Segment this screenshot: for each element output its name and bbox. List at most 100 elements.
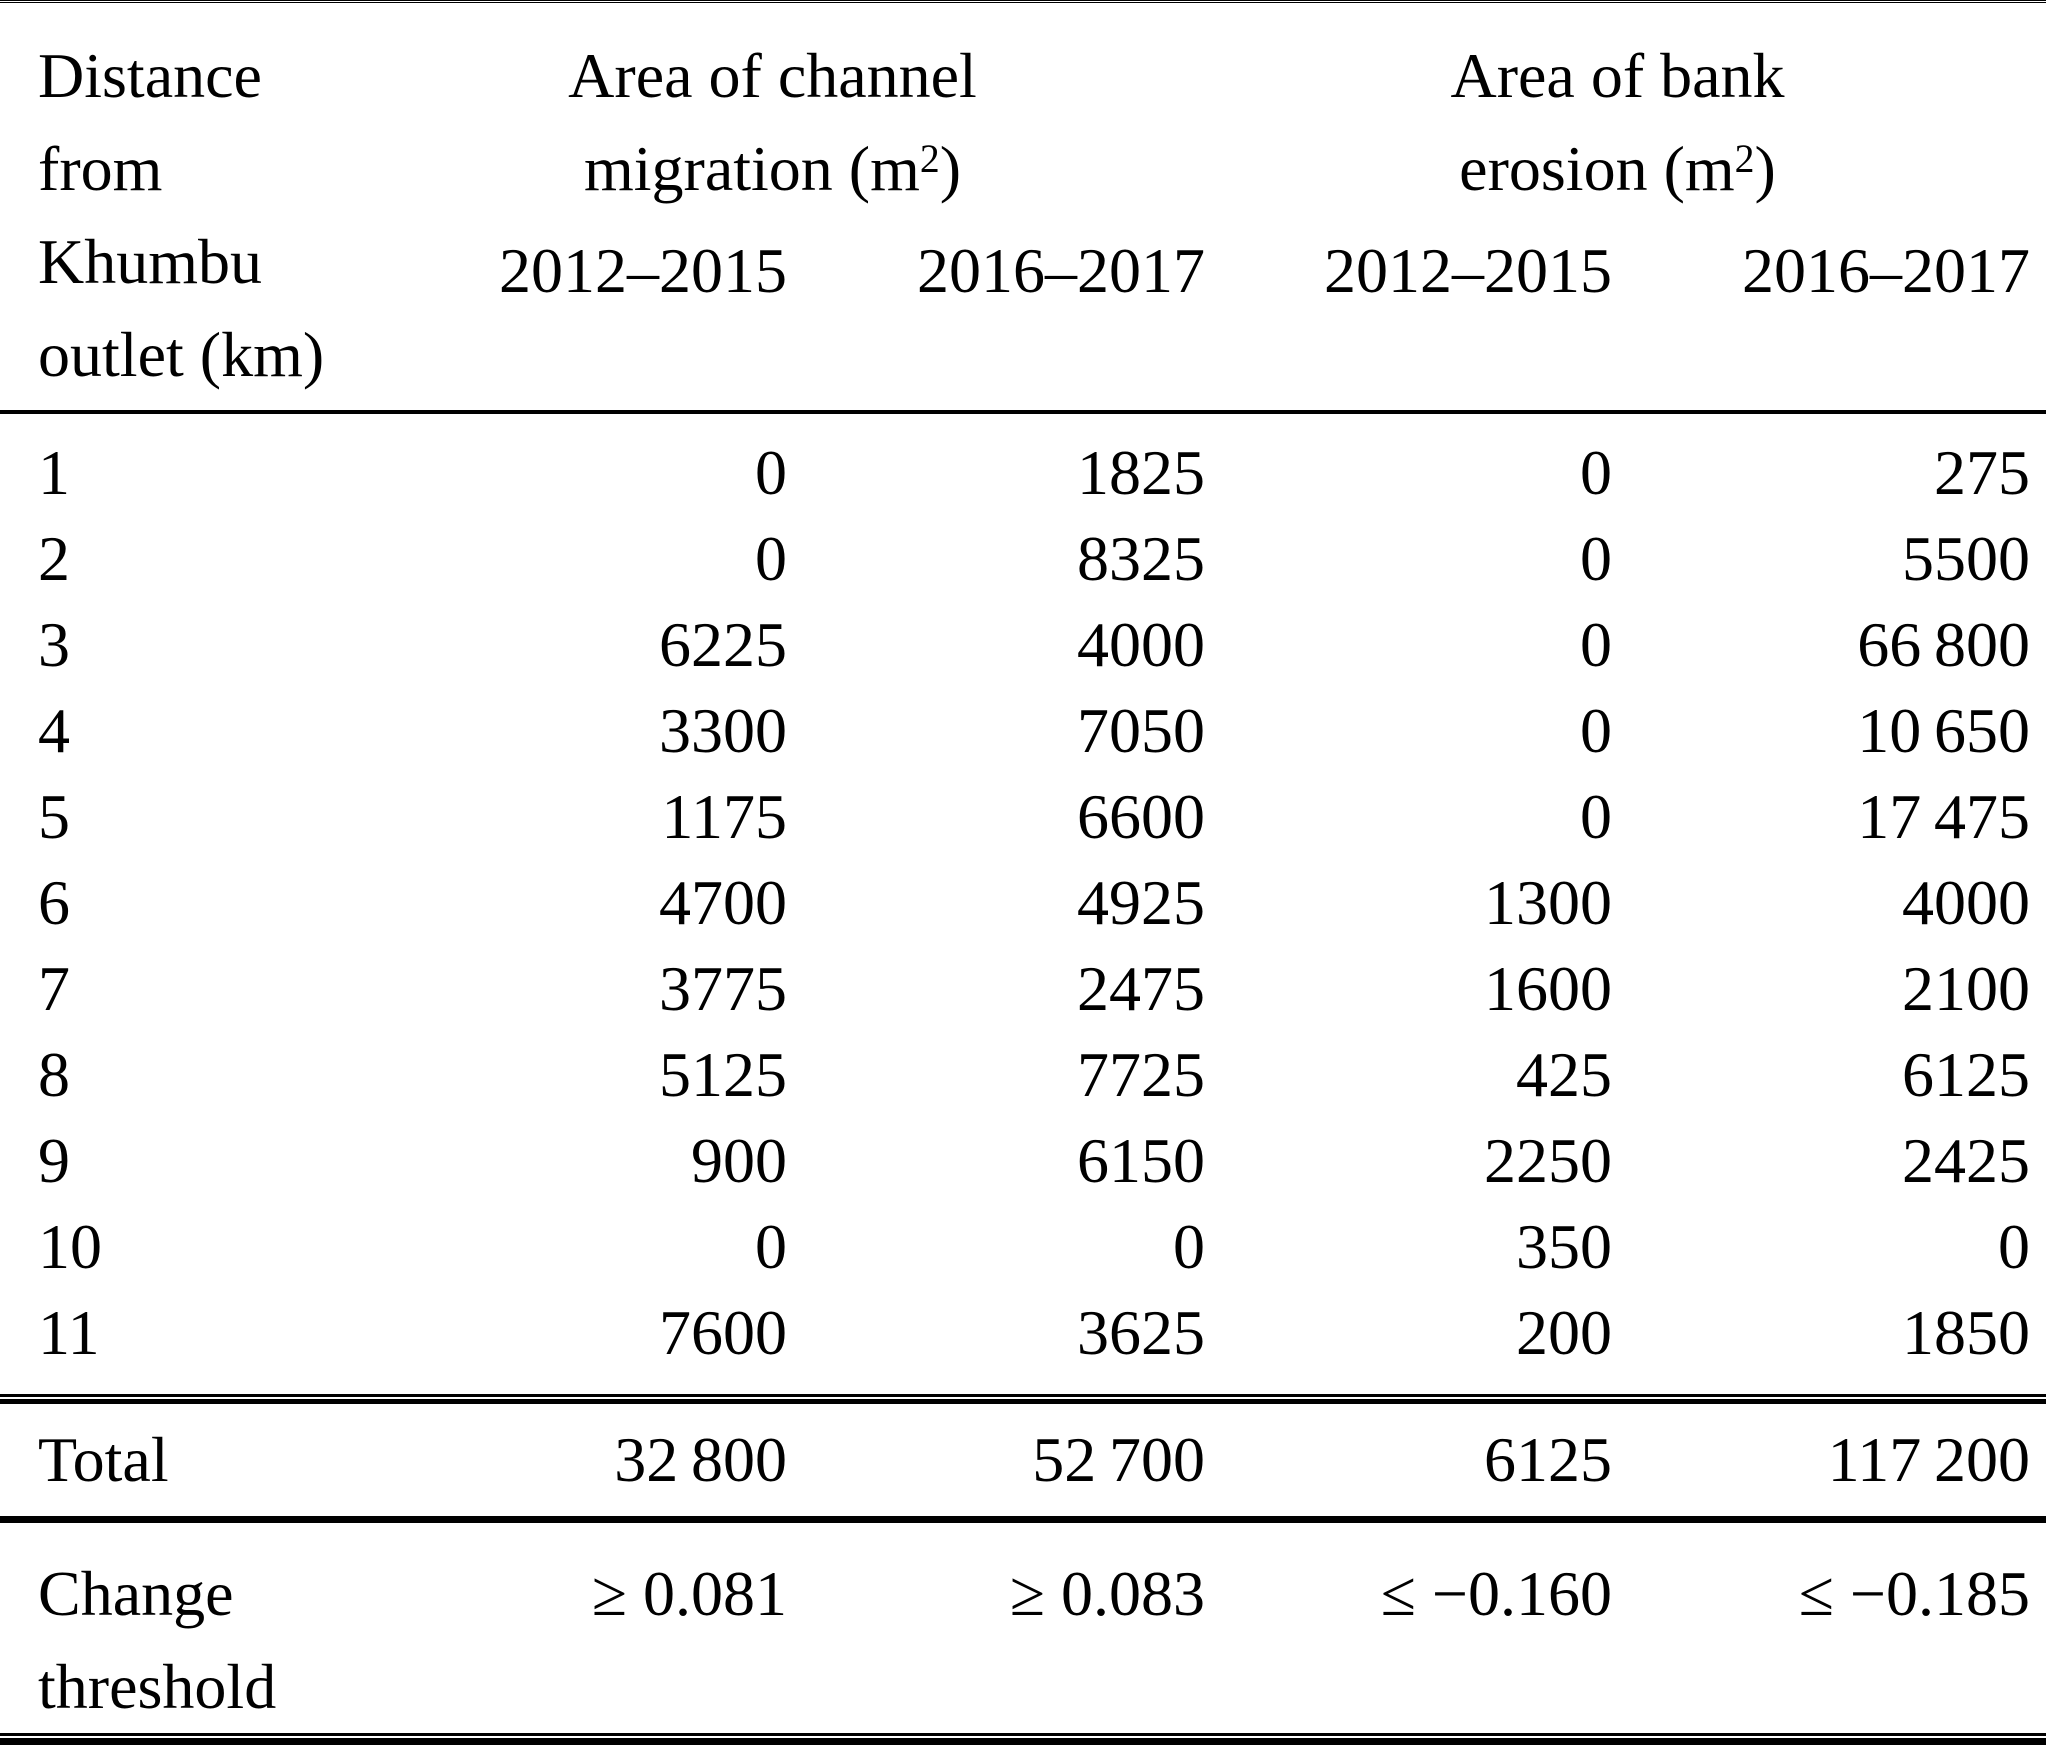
column-header-migration-2012-2015: 2012–2015 <box>499 235 787 306</box>
rule-top-thin <box>0 2 2046 3</box>
threshold-label-line: Change <box>38 1558 234 1629</box>
distance-cell: 9 <box>38 1125 70 1196</box>
value-cell: 17 475 <box>1857 781 2030 852</box>
group-unit-line: erosion (m2) <box>1205 122 2030 224</box>
value-cell: 3775 <box>659 953 787 1024</box>
rule-line-thick <box>0 1399 2046 1404</box>
column-header-erosion-2012-2015: 2012–2015 <box>1324 235 1612 306</box>
rule-bottom-thin <box>0 1733 2046 1736</box>
value-cell: 0 <box>755 1211 787 1282</box>
distance-cell: 6 <box>38 867 70 938</box>
column-header-distance-line: outlet (km) <box>38 319 325 390</box>
table-row: 4 3300 7050 0 10 650 <box>0 688 2046 774</box>
data-table: Distance from Khumbu outlet (km) Area of… <box>0 3 2046 1733</box>
threshold-value-cell: ≤ −0.185 <box>1798 1558 2030 1629</box>
total-label-cell: Total <box>38 1424 169 1495</box>
column-group-bank-erosion: Area of bank erosion (m2) <box>1205 3 2046 224</box>
value-cell: 2475 <box>1077 953 1205 1024</box>
value-cell: 3300 <box>659 695 787 766</box>
table-row: 6 4700 4925 1300 4000 <box>0 860 2046 946</box>
column-header-distance-line: Distance <box>38 40 262 111</box>
value-cell: 5500 <box>1902 523 2030 594</box>
column-header-distance-line: Khumbu <box>38 226 262 297</box>
value-cell: 200 <box>1516 1297 1612 1368</box>
value-cell: 4700 <box>659 867 787 938</box>
value-cell: 1175 <box>661 781 787 852</box>
value-cell: 6150 <box>1077 1125 1205 1196</box>
superscript-2: 2 <box>1734 137 1755 182</box>
unit-close: ) <box>1754 133 1776 204</box>
value-cell: 1600 <box>1484 953 1612 1024</box>
value-cell: 0 <box>1998 1211 2030 1282</box>
table-row: 3 6225 4000 0 66 800 <box>0 602 2046 688</box>
total-value-cell: 52 700 <box>1032 1424 1205 1495</box>
threshold-value-cell: ≥ 0.081 <box>591 1558 787 1629</box>
value-cell: 8325 <box>1077 523 1205 594</box>
value-cell: 0 <box>1580 781 1612 852</box>
value-cell: 7050 <box>1077 695 1205 766</box>
rule-bottom-thick <box>0 1738 2046 1745</box>
table-header: Distance from Khumbu outlet (km) Area of… <box>0 3 2046 410</box>
column-header-distance-line: from <box>38 133 163 204</box>
unit-close: ) <box>939 133 962 204</box>
value-cell: 2425 <box>1902 1125 2030 1196</box>
table-row: 7 3775 2475 1600 2100 <box>0 946 2046 1032</box>
value-cell: 6225 <box>659 609 787 680</box>
value-cell: 0 <box>1580 437 1612 508</box>
rule-body-bottom <box>0 1376 2046 1404</box>
table-row: 8 5125 7725 425 6125 <box>0 1032 2046 1118</box>
rule-bottom-gap <box>0 1736 2046 1738</box>
value-cell: 350 <box>1516 1211 1612 1282</box>
value-cell: 1850 <box>1902 1297 2030 1368</box>
value-cell: 7725 <box>1077 1039 1205 1110</box>
table-body: 1 0 1825 0 275 2 0 8325 0 5500 3 6225 40… <box>0 414 2046 1376</box>
value-cell: 5125 <box>659 1039 787 1110</box>
rule-line-thin <box>0 1394 2046 1397</box>
value-cell: 900 <box>691 1125 787 1196</box>
distance-cell: 2 <box>38 523 70 594</box>
unit-text: erosion (m <box>1459 133 1735 204</box>
table-row: 10 0 0 350 0 <box>0 1204 2046 1290</box>
column-header-erosion-2016-2017: 2016–2017 <box>1742 235 2030 306</box>
value-cell: 66 800 <box>1857 609 2030 680</box>
value-cell: 6600 <box>1077 781 1205 852</box>
value-cell: 6125 <box>1902 1039 2030 1110</box>
value-cell: 2100 <box>1902 953 2030 1024</box>
total-value-cell: 6125 <box>1484 1424 1612 1495</box>
total-threshold-separator <box>0 1516 2046 1523</box>
header-group-row: Distance from Khumbu outlet (km) Area of… <box>0 3 2046 390</box>
value-cell: 425 <box>1516 1039 1612 1110</box>
value-cell: 0 <box>755 523 787 594</box>
table-row: 1 0 1825 0 275 <box>0 414 2046 516</box>
column-header-migration-2016-2017: 2016–2017 <box>917 235 1205 306</box>
threshold-label-cell: Change threshold <box>0 1523 340 1733</box>
value-cell: 1300 <box>1484 867 1612 938</box>
group-title-line: Area of bank <box>1450 40 1785 111</box>
superscript-2: 2 <box>919 137 940 182</box>
value-cell: 4000 <box>1077 609 1205 680</box>
body-total-separator <box>0 1376 2046 1404</box>
distance-cell: 7 <box>38 953 70 1024</box>
rule-header-bottom <box>0 410 2046 414</box>
value-cell: 3625 <box>1077 1297 1205 1368</box>
distance-cell: 4 <box>38 695 70 766</box>
total-row: Total 32 800 52 700 6125 117 200 <box>0 1404 2046 1516</box>
value-cell: 4925 <box>1077 867 1205 938</box>
header-year-row: 2012–2015 2016–2017 2012–2015 2016–2017 <box>0 224 2046 410</box>
threshold-section: Change threshold ≥ 0.081 ≥ 0.083 ≤ −0.16… <box>0 1523 2046 1733</box>
rule-gap <box>0 1397 2046 1399</box>
table-row: 5 1175 6600 0 17 475 <box>0 774 2046 860</box>
rule-line-thick <box>0 1516 2046 1523</box>
value-cell: 0 <box>1580 695 1612 766</box>
unit-text: migration (m <box>583 133 920 204</box>
total-value-cell: 32 800 <box>614 1424 787 1495</box>
distance-cell: 1 <box>38 437 70 508</box>
table-row: 11 7600 3625 200 1850 <box>0 1290 2046 1376</box>
rule-top-thick <box>0 0 2046 2</box>
column-header-distance: Distance from Khumbu outlet (km) <box>0 3 340 410</box>
value-cell: 2250 <box>1484 1125 1612 1196</box>
distance-cell: 5 <box>38 781 70 852</box>
value-cell: 0 <box>1580 609 1612 680</box>
threshold-label-line: threshold <box>38 1651 277 1722</box>
